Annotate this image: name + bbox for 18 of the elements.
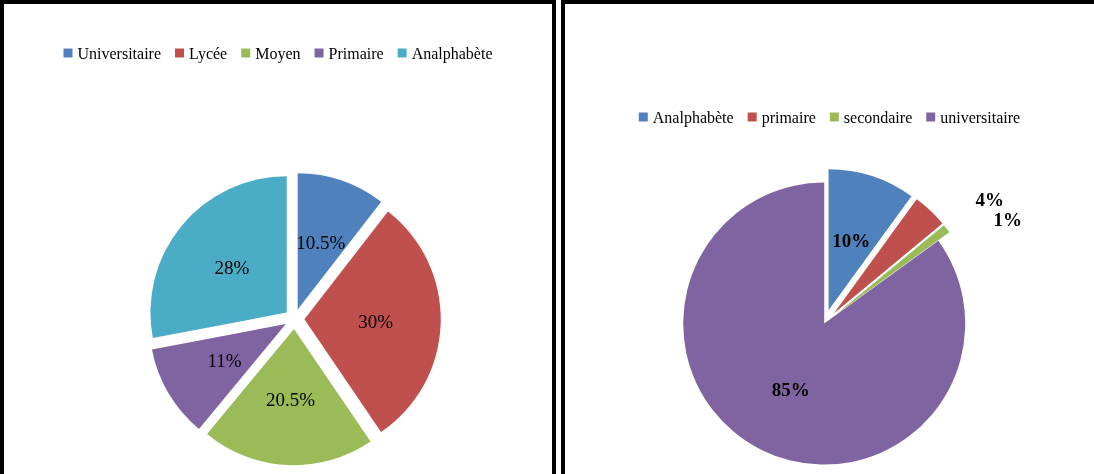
data-label: 10.5% — [296, 231, 346, 253]
data-label: 11% — [207, 349, 242, 371]
data-label: 85% — [771, 378, 810, 400]
legend-label: universitaire — [940, 108, 1021, 126]
legend-label: Primaire — [328, 44, 384, 62]
legend-label: Analphabète — [411, 44, 493, 63]
data-label: 4% — [975, 189, 1005, 211]
data-label: 28% — [214, 256, 250, 278]
data-label: 1% — [993, 208, 1023, 230]
data-label: 10% — [832, 229, 871, 251]
legend-label: secondaire — [843, 108, 913, 126]
legend-label: Moyen — [255, 44, 301, 63]
legend-label: primaire — [761, 108, 816, 127]
legend-label: Lycée — [189, 44, 228, 63]
data-label: 20.5% — [266, 389, 316, 411]
legend-label: Universitaire — [77, 44, 162, 62]
data-label: 30% — [358, 310, 394, 332]
legend-label: Analphabète — [652, 108, 734, 127]
